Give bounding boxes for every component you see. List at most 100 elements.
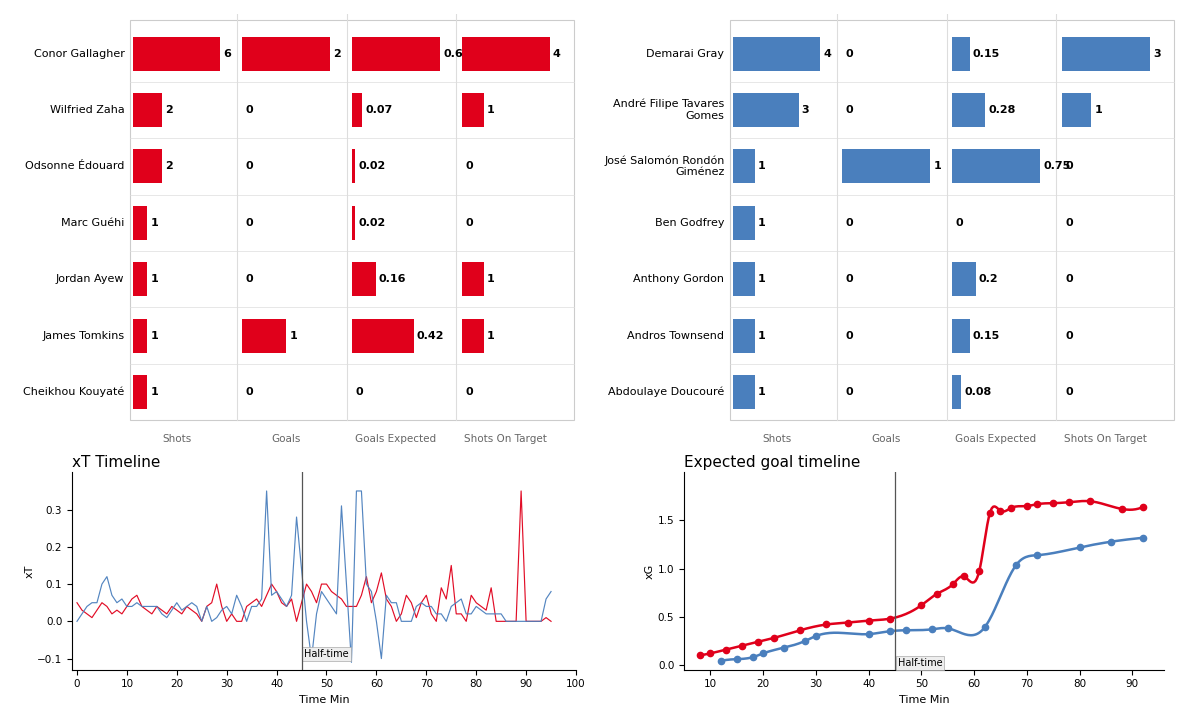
Text: 0.15: 0.15 — [973, 331, 1001, 341]
Text: 1: 1 — [289, 331, 298, 341]
Text: 0.16: 0.16 — [379, 274, 407, 284]
Text: 0: 0 — [955, 218, 964, 228]
Bar — [133, 93, 162, 127]
Bar — [462, 262, 484, 296]
Bar — [952, 37, 970, 70]
Y-axis label: xG: xG — [644, 563, 655, 579]
Bar — [242, 37, 330, 70]
Text: Half-time: Half-time — [898, 658, 942, 668]
Text: 0: 0 — [846, 218, 853, 228]
Text: Demarai Gray: Demarai Gray — [647, 49, 725, 59]
Bar — [733, 319, 755, 352]
Text: 1: 1 — [758, 387, 766, 397]
Bar — [1062, 37, 1150, 70]
Text: 0: 0 — [1066, 274, 1073, 284]
Bar — [733, 149, 755, 183]
Text: Half-time: Half-time — [304, 649, 349, 658]
Bar — [352, 262, 376, 296]
Text: 0: 0 — [246, 274, 253, 284]
Text: 0.28: 0.28 — [988, 105, 1015, 115]
Text: 1: 1 — [1094, 105, 1102, 115]
Text: 0: 0 — [846, 105, 853, 115]
Text: 0: 0 — [246, 387, 253, 397]
Bar — [952, 262, 976, 296]
Text: 0.2: 0.2 — [979, 274, 998, 284]
Text: 6: 6 — [223, 49, 232, 59]
Bar — [733, 37, 821, 70]
Text: Andros Townsend: Andros Townsend — [628, 331, 725, 341]
Text: Wilfried Zaha: Wilfried Zaha — [49, 105, 125, 115]
Text: Jordan Ayew: Jordan Ayew — [56, 274, 125, 284]
Text: 1: 1 — [758, 331, 766, 341]
Text: José Salomón Rondón
Giménez: José Salomón Rondón Giménez — [604, 155, 725, 178]
Bar — [133, 149, 162, 183]
X-axis label: Time Min: Time Min — [299, 695, 349, 705]
X-axis label: Time Min: Time Min — [899, 695, 949, 705]
Bar — [733, 262, 755, 296]
Bar — [352, 206, 355, 240]
Bar — [133, 262, 148, 296]
Text: 0: 0 — [466, 218, 473, 228]
Text: 0: 0 — [246, 218, 253, 228]
Bar — [462, 93, 484, 127]
Text: 0: 0 — [466, 161, 473, 171]
Text: James Tomkins: James Tomkins — [42, 331, 125, 341]
Text: 0: 0 — [1066, 387, 1073, 397]
Text: 1: 1 — [758, 218, 766, 228]
Text: 1: 1 — [487, 105, 494, 115]
Bar — [842, 149, 930, 183]
Bar — [733, 93, 798, 127]
Text: 2: 2 — [166, 161, 173, 171]
Text: 3: 3 — [1153, 49, 1160, 59]
Text: Goals Expected: Goals Expected — [955, 434, 1037, 444]
Text: Shots On Target: Shots On Target — [464, 434, 547, 444]
Bar — [952, 93, 985, 127]
Text: 0: 0 — [355, 387, 364, 397]
Text: 1: 1 — [758, 161, 766, 171]
Bar — [242, 319, 287, 352]
Bar — [462, 37, 550, 70]
Bar — [352, 319, 414, 352]
Text: 2: 2 — [166, 105, 173, 115]
Bar — [462, 319, 484, 352]
Text: 2: 2 — [334, 49, 341, 59]
Text: 0: 0 — [846, 49, 853, 59]
Bar — [730, 20, 1175, 420]
Text: 1: 1 — [487, 274, 494, 284]
Text: 1: 1 — [758, 274, 766, 284]
Text: 0: 0 — [846, 274, 853, 284]
Text: 0: 0 — [1066, 161, 1073, 171]
Text: 0.02: 0.02 — [359, 218, 385, 228]
Text: 0.07: 0.07 — [366, 105, 392, 115]
Text: Anthony Gordon: Anthony Gordon — [634, 274, 725, 284]
Bar — [352, 37, 440, 70]
Text: 1: 1 — [151, 387, 158, 397]
Bar — [133, 37, 221, 70]
Text: 0.02: 0.02 — [359, 161, 385, 171]
Text: Goals: Goals — [271, 434, 301, 444]
Y-axis label: xT: xT — [24, 565, 35, 577]
Text: xT Timeline: xT Timeline — [72, 455, 161, 470]
Text: André Filipe Tavares
Gomes: André Filipe Tavares Gomes — [613, 99, 725, 121]
Bar — [733, 206, 755, 240]
Bar — [133, 375, 148, 409]
Text: Goals: Goals — [871, 434, 901, 444]
Text: Abdoulaye Doucouré: Abdoulaye Doucouré — [608, 387, 725, 397]
Text: 1: 1 — [151, 274, 158, 284]
Bar — [952, 149, 1040, 183]
Text: Expected goal timeline: Expected goal timeline — [684, 455, 860, 470]
Bar — [130, 20, 575, 420]
Bar — [1062, 93, 1091, 127]
Text: 3: 3 — [802, 105, 810, 115]
Text: 0.08: 0.08 — [965, 387, 992, 397]
Text: 0: 0 — [466, 387, 473, 397]
Text: 0: 0 — [246, 105, 253, 115]
Text: Marc Guéhi: Marc Guéhi — [61, 218, 125, 228]
Text: 0.75: 0.75 — [1043, 161, 1070, 171]
Text: 1: 1 — [934, 161, 941, 171]
Text: 0.42: 0.42 — [416, 331, 444, 341]
Text: 1: 1 — [151, 218, 158, 228]
Text: Shots: Shots — [762, 434, 791, 444]
Text: 0.6: 0.6 — [443, 49, 463, 59]
Text: 0: 0 — [846, 387, 853, 397]
